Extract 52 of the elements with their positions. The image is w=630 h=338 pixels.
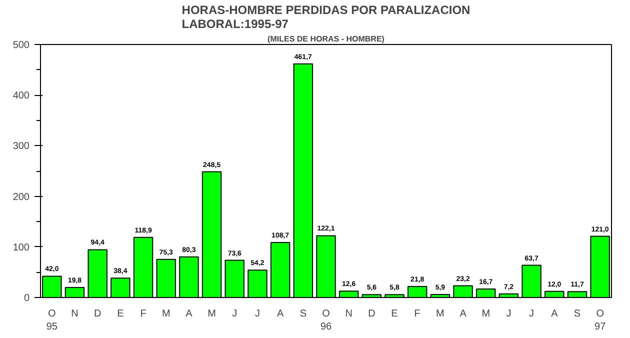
bar [522, 264, 542, 298]
bar [407, 286, 428, 298]
bar [316, 235, 336, 298]
x-tick-label: A [551, 308, 558, 320]
x-tick-label: J [232, 308, 238, 320]
y-tick-label: 100 [12, 242, 30, 254]
bar [248, 270, 268, 298]
bar [453, 285, 473, 298]
x-tick-label: O 96 [320, 308, 332, 333]
x-tick-label: J [506, 308, 512, 320]
x-tick-label: M [436, 308, 444, 320]
x-tick-label: M [162, 308, 170, 320]
x-tick-label: J [529, 308, 534, 320]
y-tick-label: 400 [12, 90, 30, 102]
x-tick-label: S [300, 308, 307, 320]
y-tick-label: 300 [12, 141, 30, 152]
x-tick-label: S [574, 308, 581, 320]
y-tick-label: 200 [12, 192, 30, 203]
bar [156, 258, 176, 298]
x-tick-label: N [71, 308, 78, 320]
x-tick-label: J [254, 308, 260, 320]
bar [544, 290, 564, 298]
bar [567, 291, 588, 298]
bar [133, 236, 154, 298]
bar [64, 286, 85, 298]
chart-subtitle: (MILES DE HORAS - HOMBRE) [268, 34, 385, 44]
y-tick-label: 500 [12, 40, 30, 51]
x-tick-label: D [368, 308, 376, 320]
x-tick-label: A [276, 308, 284, 320]
x-tick-label: A [460, 308, 467, 320]
bar [476, 288, 496, 298]
bar [338, 290, 359, 298]
bar [88, 249, 108, 298]
x-tick-label: M [482, 308, 490, 320]
x-tick-label: F [140, 308, 146, 320]
x-tick-label: A [186, 308, 193, 320]
y-tick-label: 0 [24, 293, 30, 304]
x-tick-label: F [414, 308, 420, 320]
bar [179, 256, 199, 298]
x-tick-label: O 95 [46, 308, 58, 333]
chart-title: HORAS-HOMBRE PERDIDAS POR PARALIZACION LABORAL:1995-97 [182, 3, 470, 31]
bar [293, 63, 314, 298]
x-tick-label: N [345, 308, 352, 320]
bar [202, 171, 222, 298]
x-tick-label: E [117, 308, 124, 320]
x-tick-label: E [391, 308, 398, 320]
bar [224, 260, 245, 298]
x-tick-label: O 97 [594, 308, 606, 333]
bar [270, 242, 290, 298]
bar [110, 278, 130, 298]
x-tick-label: D [94, 308, 102, 320]
x-tick-label: M [208, 308, 216, 320]
